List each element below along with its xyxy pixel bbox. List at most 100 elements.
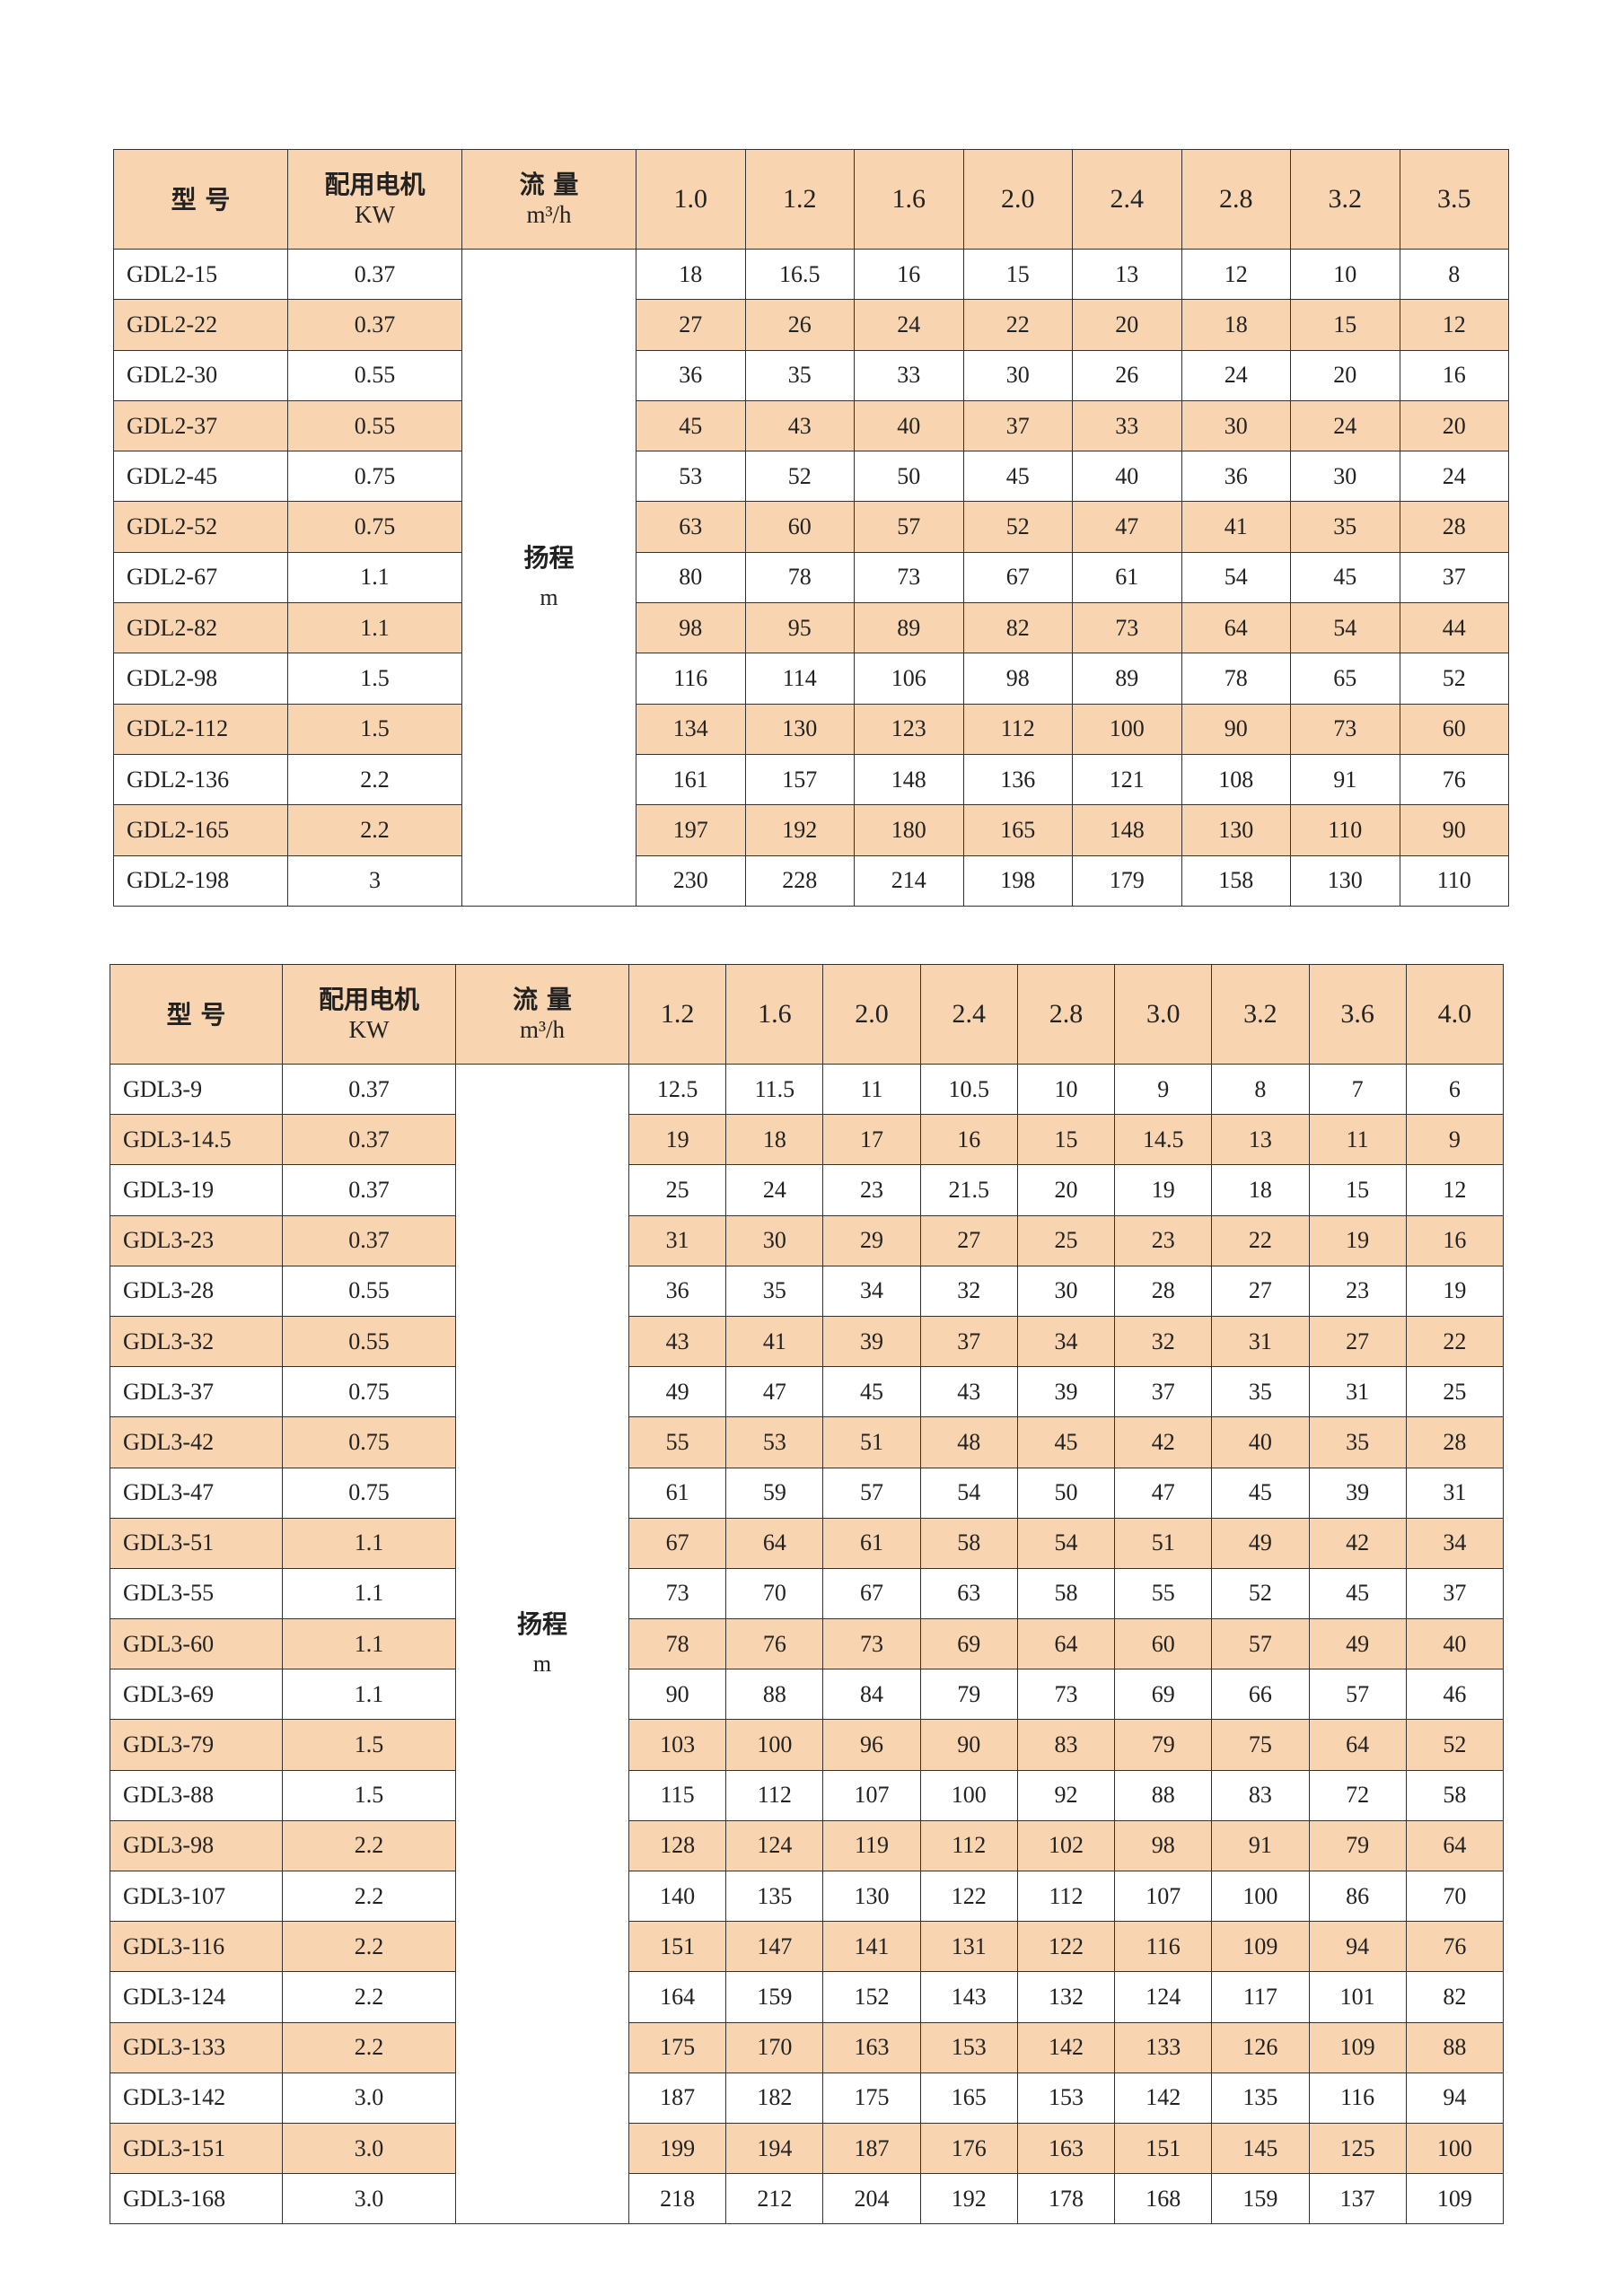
head-value-cell: 23: [822, 1164, 921, 1216]
head-value-cell: 137: [1308, 2173, 1407, 2225]
head-value-cell: 45: [1016, 1416, 1116, 1468]
head-value-cell: 100: [725, 1719, 824, 1771]
head-value-cell: 161: [636, 753, 746, 806]
head-value-cell: 103: [628, 1719, 727, 1771]
header-motor-label: 配用电机: [318, 984, 419, 1014]
head-value-cell: 40: [1072, 451, 1182, 503]
head-value-cell: 70: [1405, 1870, 1505, 1923]
header-flow-value: 2.0: [962, 149, 1073, 250]
head-value-cell: 45: [962, 451, 1073, 503]
head-value-cell: 198: [962, 854, 1073, 907]
head-value-cell: 20: [1290, 349, 1400, 401]
header-model: 型 号: [110, 964, 283, 1065]
head-value-cell: 110: [1399, 854, 1509, 907]
head-value-cell: 192: [919, 2173, 1018, 2225]
head-value-cell: 110: [1290, 804, 1400, 856]
head-unit: m: [540, 584, 558, 611]
head-value-cell: 73: [1072, 602, 1182, 654]
head-value-cell: 53: [725, 1416, 824, 1468]
header-row: 型 号配用电机 KW 流 量 m³/h 1.2 1.6 2.0 2.4 2.8 3.0 3.2 3.6…: [110, 964, 1505, 1065]
head-value-cell: 45: [1290, 551, 1400, 604]
motor-kw-cell: 2.2: [282, 1870, 456, 1923]
head-value-cell: 33: [854, 349, 964, 401]
head-value-cell: 37: [962, 399, 1073, 452]
head-label: 扬程: [516, 1609, 567, 1640]
table-row: GDL3-28 0.55 36 35 34 32 30 28 27 23 19: [110, 1265, 1505, 1317]
head-value-cell: 49: [1211, 1517, 1310, 1569]
head-value-cell: 13: [1072, 248, 1182, 301]
head-value-cell: 90: [628, 1669, 727, 1721]
head-value-cell: 82: [1405, 1971, 1505, 2023]
head-value-cell: 20: [1072, 299, 1182, 351]
head-value-cell: 12.5: [628, 1063, 727, 1116]
head-value-cell: 112: [1016, 1870, 1116, 1923]
head-value-cell: 73: [1290, 703, 1400, 755]
head-value-cell: 52: [1211, 1567, 1310, 1620]
head-value-cell: 18: [1211, 1164, 1310, 1216]
head-value-cell: 98: [962, 653, 1073, 705]
head-value-cell: 79: [1114, 1719, 1213, 1771]
table-row: GDL3-79 1.5 103 100 96 90 83 79 75 64 52: [110, 1719, 1505, 1771]
model-cell: GDL2-67: [113, 551, 288, 604]
head-value-cell: 10: [1016, 1063, 1116, 1116]
pump-performance-table-gdl2: 型 号配用电机 KW 流 量 m³/h 1.0 1.2 1.6 2.0 2.4 2.8 3.2 3.5…: [113, 149, 1509, 907]
head-value-cell: 148: [1072, 804, 1182, 856]
head-value-cell: 12: [1399, 299, 1509, 351]
head-value-cell: 37: [1114, 1366, 1213, 1418]
head-value-cell: 187: [628, 2072, 727, 2124]
head-value-cell: 75: [1211, 1719, 1310, 1771]
head-value-cell: 11: [822, 1063, 921, 1116]
model-cell: GDL2-52: [113, 501, 288, 553]
head-value-cell: 194: [725, 2122, 824, 2175]
head-value-cell: 20: [1399, 399, 1509, 452]
head-value-cell: 133: [1114, 2021, 1213, 2073]
head-value-cell: 22: [962, 299, 1073, 351]
head-value-cell: 145: [1211, 2122, 1310, 2175]
head-value-cell: 30: [1181, 399, 1291, 452]
head-value-cell: 13: [1211, 1114, 1310, 1166]
header-flow-value: 3.0: [1114, 964, 1213, 1065]
head-value-cell: 66: [1211, 1669, 1310, 1721]
head-value-cell: 32: [1114, 1315, 1213, 1368]
head-value-cell: 53: [636, 451, 746, 503]
head-value-cell: 204: [822, 2173, 921, 2225]
head-value-cell: 100: [919, 1769, 1018, 1821]
head-value-cell: 6: [1405, 1063, 1505, 1116]
pump-performance-table-gdl3: 型 号配用电机 KW 流 量 m³/h 1.2 1.6 2.0 2.4 2.8 3.0 3.2 3.6…: [110, 964, 1505, 2225]
head-value-cell: 58: [1016, 1567, 1116, 1620]
head-value-cell: 119: [822, 1819, 921, 1872]
head-value-cell: 84: [822, 1669, 921, 1721]
head-value-cell: 25: [1405, 1366, 1505, 1418]
head-value-cell: 69: [919, 1618, 1018, 1670]
head-value-cell: 48: [919, 1416, 1018, 1468]
table-row: GDL3-37 0.75 49 47 45 43 39 37 35 31 25: [110, 1366, 1505, 1418]
head-value-cell: 16: [1405, 1214, 1505, 1266]
motor-kw-cell: 1.1: [282, 1618, 456, 1670]
head-value-cell: 88: [1114, 1769, 1213, 1821]
head-value-cell: 30: [1016, 1265, 1116, 1317]
head-value-cell: 15: [1308, 1164, 1407, 1216]
head-value-cell: 51: [822, 1416, 921, 1468]
head-value-cell: 63: [919, 1567, 1018, 1620]
head-value-cell: 122: [1016, 1921, 1116, 1973]
head-value-cell: 54: [1181, 551, 1291, 604]
head-value-cell: 25: [628, 1164, 727, 1216]
motor-kw-cell: 0.37: [287, 299, 462, 351]
head-value-cell: 24: [854, 299, 964, 351]
head-value-cell: 27: [636, 299, 746, 351]
head-value-cell: 18: [636, 248, 746, 301]
head-value-cell: 45: [1308, 1567, 1407, 1620]
head-value-cell: 165: [962, 804, 1073, 856]
head-value-cell: 86: [1308, 1870, 1407, 1923]
head-value-cell: 163: [822, 2021, 921, 2073]
head-value-cell: 52: [962, 501, 1073, 553]
header-flow-value: 1.6: [725, 964, 824, 1065]
head-value-cell: 28: [1405, 1416, 1505, 1468]
head-value-cell: 130: [744, 703, 855, 755]
head-value-cell: 7: [1308, 1063, 1407, 1116]
table-row: GDL3-133 2.2 175 170 163 153 142 133 126 109 88: [110, 2021, 1505, 2073]
head-value-cell: 8: [1399, 248, 1509, 301]
head-value-cell: 141: [822, 1921, 921, 1973]
head-value-cell: 9: [1114, 1063, 1213, 1116]
model-cell: GDL3-51: [110, 1517, 283, 1569]
